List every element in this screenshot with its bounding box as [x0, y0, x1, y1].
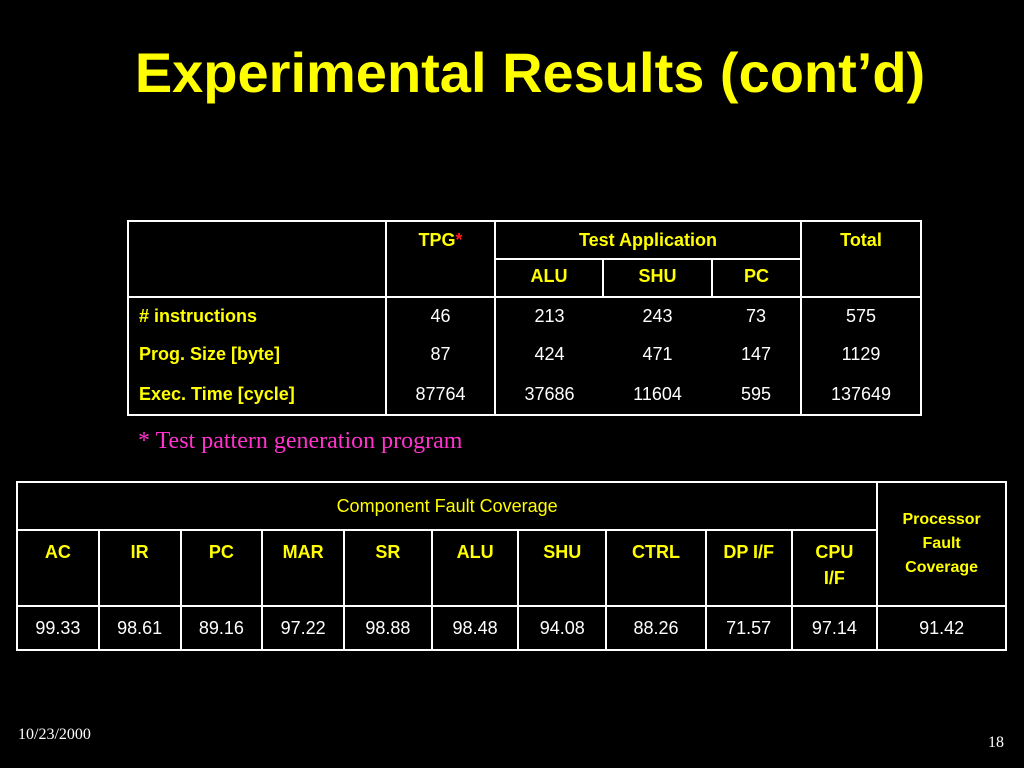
tpg-footnote-marker: *: [455, 230, 463, 250]
slide-title: Experimental Results (cont’d): [134, 41, 926, 104]
tpg-cell: 46: [386, 297, 496, 337]
total-cell: 575: [845, 306, 877, 326]
value-alu: 98.48: [430, 605, 520, 651]
shu-cell: 11604: [633, 384, 682, 404]
alu-cell: 424: [534, 344, 565, 364]
value-mar: 97.22: [261, 605, 345, 651]
shu-cell: 471: [642, 344, 673, 364]
component-alu: ALU: [430, 529, 520, 607]
coverage-values-row: 99.33 98.61 89.16 97.22 98.88 98.48 94.0…: [16, 605, 1007, 651]
component-fault-coverage-header: Component Fault Coverage: [15, 481, 879, 531]
value-dp-if: 71.57: [704, 605, 793, 651]
total-cell: 1129: [841, 344, 881, 364]
pc-cell: 73: [712, 297, 802, 337]
tpg-cell: 87764: [386, 377, 496, 415]
component-pc: PC: [179, 529, 264, 607]
row-label: Exec. Time [cycle]: [128, 377, 387, 415]
cpu-if-line: CPU: [815, 542, 854, 562]
value-sr: 98.88: [343, 605, 433, 651]
pc-cell: 595: [712, 377, 802, 415]
alu-cell: 37686: [524, 384, 575, 404]
table-header-row: TPG* Test Application Total: [128, 221, 921, 298]
footnote: * Test pattern generation program: [138, 428, 463, 454]
pc-header: PC: [712, 259, 802, 298]
processor-header-line: Processor: [902, 511, 981, 528]
shu-header: SHU: [603, 259, 713, 298]
value-shu: 94.08: [517, 605, 608, 651]
processor-header-line: Fault: [922, 535, 961, 552]
alu-cell: 213: [534, 306, 565, 326]
table-row: Exec. Time [cycle] 87764 37686 11604 595…: [128, 377, 921, 415]
processor-header-line: Coverage: [905, 559, 979, 576]
component-ac: AC: [16, 529, 100, 607]
component-cpu-if: CPU I/F: [790, 529, 879, 607]
value-ac: 99.33: [16, 605, 100, 651]
row-label: Prog. Size [byte]: [128, 337, 387, 377]
value-pc: 89.16: [179, 605, 264, 651]
cpu-if-line: I/F: [823, 568, 845, 588]
alu-header: ALU: [495, 259, 604, 298]
component-ctrl: CTRL: [605, 529, 707, 607]
component-sr: SR: [343, 529, 433, 607]
component-mar: MAR: [261, 529, 345, 607]
table-row: # instructions 46 213 243 73 575: [128, 297, 921, 337]
test-application-header: Test Application: [495, 221, 802, 260]
value-ctrl: 88.26: [605, 605, 707, 651]
table-subheader-row: ALU SHU PC: [128, 259, 921, 298]
total-cell: 137649: [830, 384, 892, 404]
component-ir: IR: [97, 529, 182, 607]
coverage-header-row: Component Fault Coverage Processor Fault C…: [15, 481, 1007, 607]
value-ir: 98.61: [97, 605, 182, 651]
page-number: 18: [988, 734, 1004, 751]
total-header: Total: [801, 221, 921, 298]
shu-cell: 243: [642, 306, 673, 326]
tpg-cell: 87: [386, 337, 496, 377]
tpg-header: TPG*: [386, 221, 496, 298]
value-processor: 91.42: [876, 605, 1007, 651]
component-names-row: AC IR PC MAR SR ALU SHU CTRL DP I/F CPU I…: [16, 529, 1006, 607]
results-table: TPG* Test Application Total ALU SHU PC #…: [127, 220, 922, 416]
tpg-header-label: TPG: [418, 230, 456, 250]
empty-header-cell: [128, 221, 387, 298]
component-dp-if: DP I/F: [704, 529, 793, 607]
table-row: Prog. Size [byte] 87 424 471 147 1129: [128, 337, 921, 377]
slide-date: 10/23/2000: [18, 726, 91, 743]
fault-coverage-table: Component Fault Coverage Processor Fault C…: [15, 481, 1007, 651]
row-label: # instructions: [128, 297, 387, 337]
component-shu: SHU: [517, 529, 608, 607]
pc-cell: 147: [712, 337, 802, 377]
value-cpu-if: 97.14: [790, 605, 879, 651]
processor-fault-coverage-header: Processor Fault Coverage: [876, 481, 1007, 607]
